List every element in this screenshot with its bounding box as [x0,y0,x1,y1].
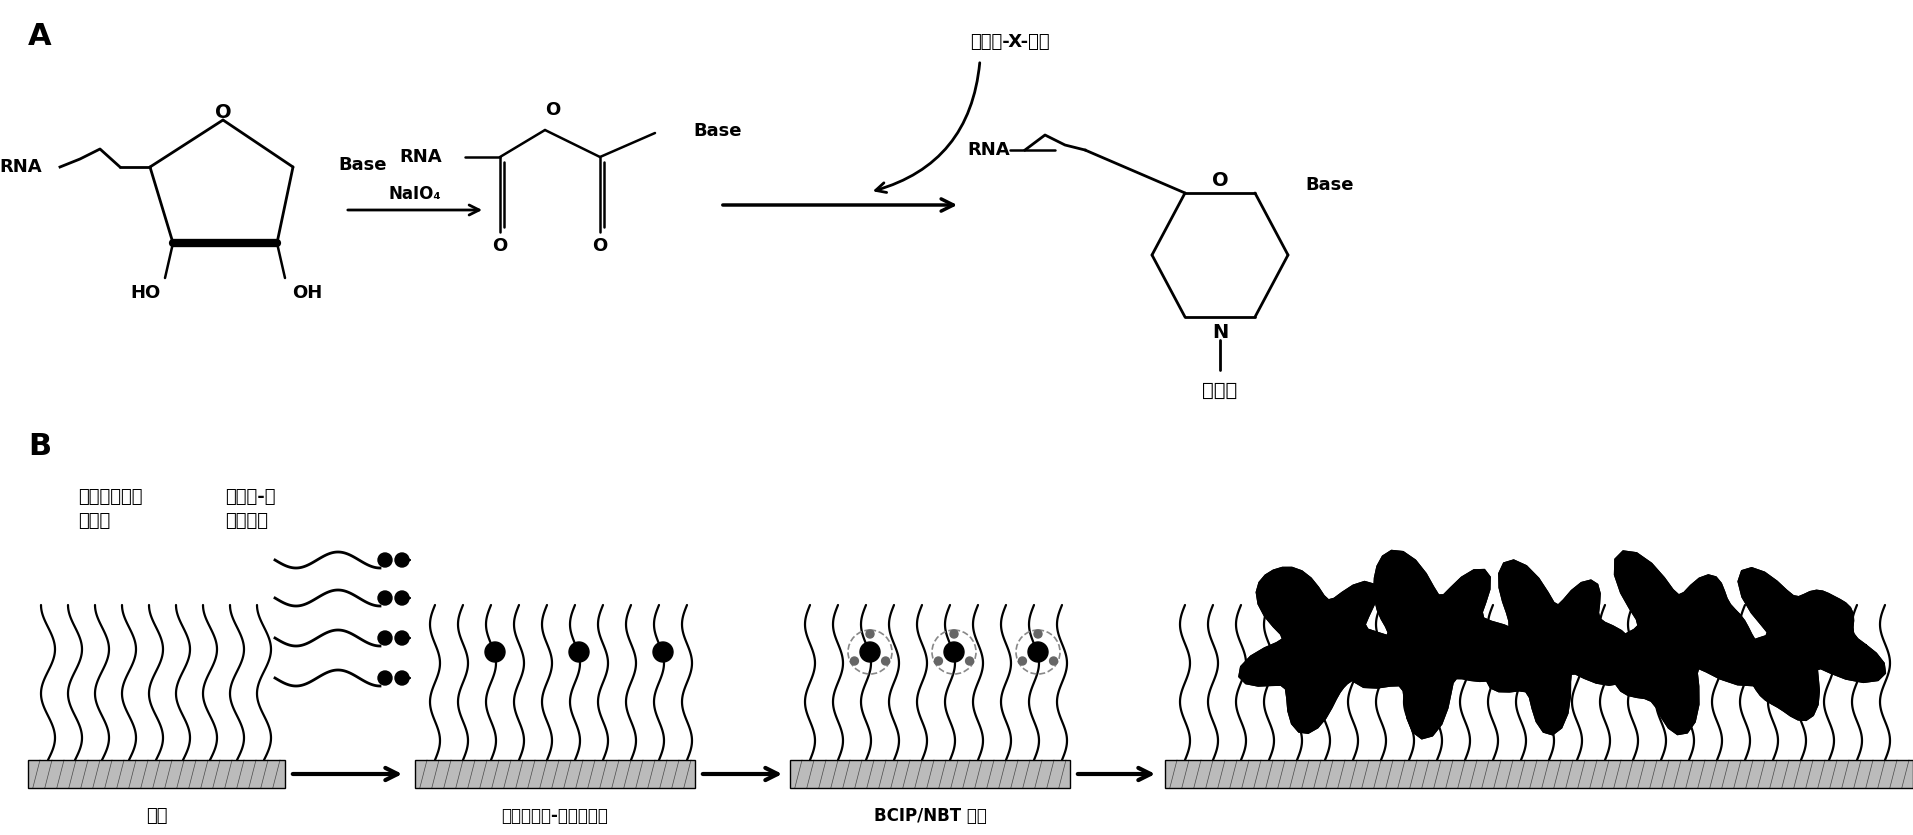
Text: 寁核苷酸探针: 寁核苷酸探针 [78,488,142,506]
Text: NaIO₄: NaIO₄ [388,185,442,203]
Polygon shape [1486,560,1634,735]
Circle shape [966,657,974,665]
Circle shape [652,642,673,662]
Circle shape [394,631,409,645]
Polygon shape [1611,551,1770,735]
Text: O: O [492,237,507,255]
Circle shape [568,642,589,662]
Text: RNA: RNA [400,148,442,166]
Circle shape [486,642,505,662]
Text: 锁霞亲和素-碱性磷酸酶: 锁霞亲和素-碱性磷酸酶 [501,807,608,825]
Text: 生物素-标: 生物素-标 [226,488,275,506]
Bar [1165,760,1913,788]
Circle shape [861,642,880,662]
Text: Base: Base [693,122,742,140]
Circle shape [1035,630,1043,638]
Text: BCIP/NBT 处理: BCIP/NBT 处理 [874,807,987,825]
Bar [415,760,694,788]
Circle shape [394,671,409,685]
Text: B: B [29,432,52,461]
Text: O: O [593,237,608,255]
Text: 生物素: 生物素 [1203,381,1238,399]
Text: O: O [545,101,561,119]
Circle shape [882,657,890,665]
Circle shape [394,553,409,567]
Text: HO: HO [130,284,161,302]
Text: RNA: RNA [968,141,1010,159]
Circle shape [379,631,392,645]
Circle shape [934,657,943,665]
Bar [790,760,1069,788]
Text: Base: Base [1305,176,1354,194]
Text: OH: OH [293,284,321,302]
Circle shape [1018,657,1027,665]
FancyArrowPatch shape [876,63,979,193]
Text: O: O [1211,170,1228,190]
Text: 酸探针: 酸探针 [78,512,111,530]
Text: 生物素-X-酰肼: 生物素-X-酰肼 [970,33,1050,51]
Text: N: N [1211,323,1228,342]
Circle shape [951,630,958,638]
Circle shape [1050,657,1058,665]
Text: 记的样品: 记的样品 [226,512,268,530]
Circle shape [1027,642,1048,662]
Circle shape [379,553,392,567]
Text: RNA: RNA [0,158,42,176]
Polygon shape [1240,568,1416,733]
Text: O: O [214,103,231,122]
Circle shape [379,591,392,605]
Text: 杂交: 杂交 [145,807,166,825]
Circle shape [394,591,409,605]
Text: A: A [29,22,52,51]
Polygon shape [1352,550,1530,739]
Circle shape [943,642,964,662]
Circle shape [867,630,874,638]
Bar [29,760,285,788]
Text: Base: Base [339,156,386,174]
Circle shape [851,657,859,665]
Circle shape [379,671,392,685]
Polygon shape [1733,568,1886,721]
